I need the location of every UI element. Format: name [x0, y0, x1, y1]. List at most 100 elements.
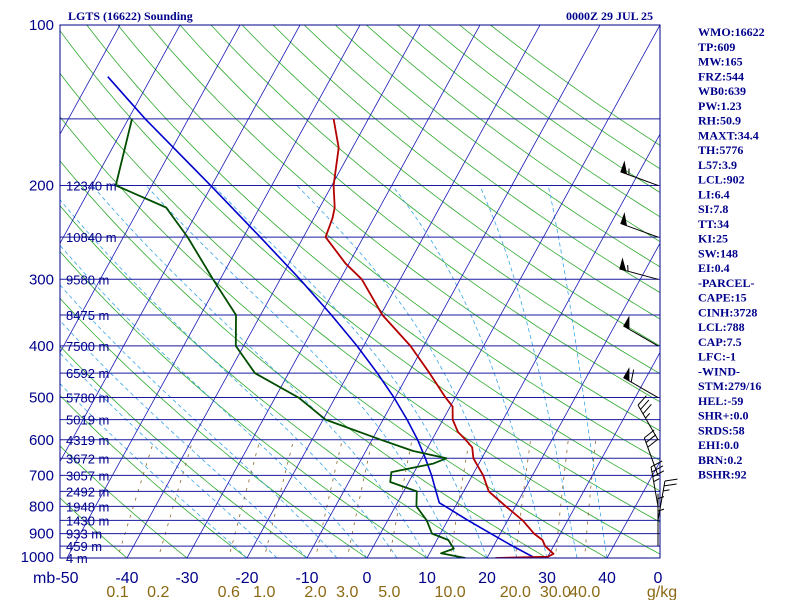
height-label: 5780 m: [66, 391, 109, 406]
stat-line: CINH:3728: [698, 305, 757, 319]
isotherm-line: [366, 25, 660, 558]
stats-panel: WMO:16622TP:609MW:165FRZ:544WB0:639PW:1.…: [698, 25, 765, 482]
stat-line: TH:5776: [698, 143, 743, 157]
isotherm-line: [246, 25, 541, 558]
stat-line: BRN:0.2: [698, 453, 742, 467]
wind-barb: [643, 429, 659, 476]
wind-barb-half: [657, 508, 665, 512]
wind-barb: [619, 257, 659, 280]
wind-barb-full: [644, 429, 655, 439]
wind-barb: [657, 478, 678, 521]
pressure-tick-label: 500: [29, 390, 54, 407]
stat-line: CAP:7.5: [698, 335, 742, 349]
stat-line: -WIND-: [698, 364, 740, 378]
stat-line: FRZ:544: [698, 69, 744, 83]
stat-line: RH:50.9: [698, 114, 741, 128]
height-label: 5019 m: [66, 413, 109, 428]
temperature-tick-label: -30: [175, 570, 198, 587]
stat-line: BSHR:92: [698, 468, 747, 482]
mixing-ratio-line: [554, 439, 569, 558]
grid-lines: [60, 25, 660, 558]
wind-barb: [620, 212, 659, 238]
wind-barb-flag: [620, 160, 627, 175]
isotherm-line: [60, 25, 241, 354]
isotherm-line: [60, 25, 121, 135]
wind-barb-full: [651, 465, 664, 473]
height-label: 8475 m: [66, 308, 109, 323]
stat-line: SHR+:0.0: [698, 409, 749, 423]
stat-line: LFC:-1: [698, 350, 736, 364]
stat-line: WB0:639: [698, 84, 746, 98]
temperature-tick-label: 30: [538, 570, 556, 587]
dry-adiabat: [60, 445, 188, 558]
stat-line: LCL:788: [698, 320, 745, 334]
stat-line: HEL:-59: [698, 394, 743, 408]
wind-barb-flag: [623, 315, 630, 330]
stat-line: WMO:16622: [698, 25, 765, 39]
mixing-ratio-label: 2.0: [304, 584, 326, 600]
stat-line: -PARCEL-: [698, 276, 754, 290]
wind-barb-staff: [637, 404, 659, 441]
isotherm-line: [60, 25, 301, 463]
stat-line: SW:148: [698, 246, 738, 260]
sounding-profiles: [107, 76, 555, 558]
plot-frame: [59, 24, 661, 559]
height-label: 10840 m: [66, 230, 117, 245]
wind-barb-staff: [619, 268, 659, 280]
height-label: 12340 m: [66, 178, 117, 193]
wind-barb-staff: [620, 171, 659, 186]
wind-barb-half: [663, 489, 670, 492]
height-label: 6592 m: [66, 366, 109, 381]
pressure-tick-label: 700: [29, 467, 54, 484]
temperature-tick-label: -10: [295, 570, 318, 587]
isotherm-line: [546, 351, 660, 558]
isotherm-line: [60, 25, 181, 245]
isotherm-line: [426, 133, 660, 558]
isotherm-line: [186, 25, 481, 558]
wind-barb-full: [637, 395, 647, 406]
stat-line: MAXT:34.4: [698, 128, 759, 142]
pressure-tick-label: 400: [29, 338, 54, 355]
wind-barb: [620, 160, 659, 186]
temperature-tick-label: 10: [418, 570, 436, 587]
isotherm-line: [306, 25, 601, 558]
pressure-tick-label: 100: [29, 17, 54, 34]
mixing-ratio-label: 10.0: [435, 584, 466, 600]
pressure-tick-label: 1000: [21, 549, 54, 566]
height-label: 2492 m: [66, 484, 109, 499]
stat-line: KI:25: [698, 232, 728, 246]
wind-barb: [623, 367, 659, 398]
wind-barb-full: [645, 434, 657, 443]
mixing-ratio-label: 40.0: [569, 584, 600, 600]
stat-line: TP:609: [698, 40, 735, 54]
moist-adiabat: [296, 185, 518, 558]
stat-line: TT:34: [698, 217, 729, 231]
dry-adiabat: [60, 297, 368, 558]
wind-barb-full: [664, 478, 678, 482]
height-label: 459 m: [66, 539, 102, 554]
pressure-tick-label: 200: [29, 177, 54, 194]
wind-barb: [650, 460, 665, 507]
wind-barb-half: [645, 413, 651, 419]
mixing-ratio-label: 0.2: [147, 584, 169, 600]
stat-line: STM:279/16: [698, 379, 761, 393]
pressure-tick-label: 800: [29, 498, 54, 515]
wind-barb-staff: [643, 437, 659, 476]
dry-adiabat: [60, 345, 308, 558]
mixing-ratio-line: [584, 439, 597, 558]
parcel-trace: [107, 76, 536, 558]
height-label: 1430 m: [66, 513, 109, 528]
wind-barbs: [619, 160, 678, 547]
height-label: 7500 m: [66, 339, 109, 354]
moist-adiabat: [145, 185, 458, 558]
height-label: 3057 m: [66, 468, 109, 483]
stat-line: PW:1.23: [698, 99, 742, 113]
temperature-tick-label: -20: [235, 570, 258, 587]
mixing-ratio-line: [514, 439, 532, 558]
stat-line: CAPE:15: [698, 291, 747, 305]
wind-barb-flag: [623, 367, 630, 382]
mixing-ratio-label: 1.0: [253, 584, 275, 600]
temperature-tick-label: 0: [363, 570, 372, 587]
